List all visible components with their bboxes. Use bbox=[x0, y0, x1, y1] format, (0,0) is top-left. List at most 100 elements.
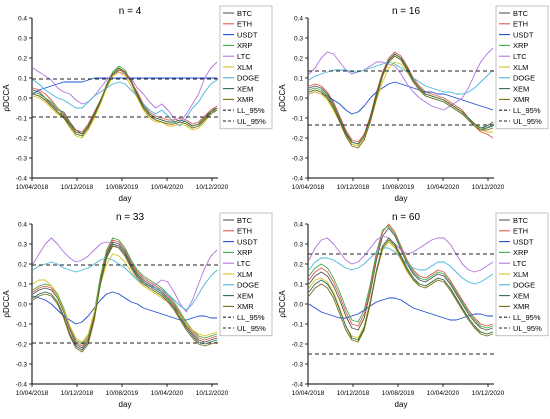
series-line-usdt bbox=[308, 297, 493, 321]
series-line-usdt bbox=[32, 77, 217, 95]
legend-label-xem: XEM bbox=[237, 84, 253, 93]
series-line-xem bbox=[32, 243, 218, 351]
legend-label-usdt: USDT bbox=[237, 237, 258, 246]
y-tick-label: 0.0 bbox=[294, 302, 303, 309]
y-tick-label: -0.1 bbox=[292, 116, 304, 123]
chart-title: n = 60 bbox=[392, 212, 421, 223]
y-tick-label: 0.2 bbox=[294, 56, 303, 63]
y-tick-label: -0.2 bbox=[16, 136, 28, 143]
legend-label-ll_95: LL_95% bbox=[237, 313, 265, 322]
legend-label-ll_95: LL_95% bbox=[513, 106, 541, 115]
legend-label-xmr: XMR bbox=[513, 95, 530, 104]
y-tick-label: 0.0 bbox=[18, 302, 27, 309]
legend-label-xrp: XRP bbox=[237, 41, 252, 50]
x-tick-label: 10/04/2020 bbox=[427, 184, 460, 191]
y-axis-label: ρDCCA bbox=[2, 84, 11, 112]
y-tick-label: -0.2 bbox=[16, 342, 28, 349]
x-tick-label: 10/04/2018 bbox=[16, 184, 49, 191]
x-tick-label: 10/04/2018 bbox=[16, 390, 49, 397]
y-axis-label: ρDCCA bbox=[2, 290, 11, 318]
series-line-xrp bbox=[308, 225, 494, 329]
y-tick-label: 0.1 bbox=[294, 76, 303, 83]
y-tick-label: 0.2 bbox=[294, 262, 303, 269]
legend-label-xlm: XLM bbox=[513, 63, 528, 72]
series-line-xmr bbox=[308, 239, 494, 343]
y-axis-label: ρDCCA bbox=[278, 84, 287, 112]
y-tick-label: -0.1 bbox=[16, 116, 28, 123]
series-line-usdt bbox=[308, 81, 494, 115]
y-tick-label: 0.4 bbox=[18, 16, 27, 23]
y-tick-label: 0.3 bbox=[294, 36, 303, 43]
legend-label-usdt: USDT bbox=[513, 237, 534, 246]
y-tick-label: -0.3 bbox=[16, 156, 28, 163]
series-line-xem bbox=[308, 53, 494, 145]
y-tick-label: -0.4 bbox=[292, 382, 304, 389]
chart-title: n = 33 bbox=[116, 212, 145, 223]
series-line-ltc bbox=[308, 235, 494, 273]
series-line-doge bbox=[32, 257, 218, 311]
x-tick-label: 10/12/2020 bbox=[472, 390, 505, 397]
y-axis-label: ρDCCA bbox=[278, 290, 287, 318]
y-tick-label: -0.3 bbox=[16, 362, 28, 369]
x-tick-label: 10/04/2020 bbox=[427, 390, 460, 397]
x-tick-label: 10/12/2018 bbox=[61, 390, 94, 397]
legend-label-usdt: USDT bbox=[237, 30, 258, 39]
legend-label-eth: ETH bbox=[513, 227, 528, 236]
x-tick-label: 10/08/2019 bbox=[382, 390, 415, 397]
legend-label-btc: BTC bbox=[237, 216, 253, 225]
x-tick-label: 10/12/2020 bbox=[472, 184, 505, 191]
legend-label-ul_95: UL_95% bbox=[513, 117, 542, 126]
y-tick-label: 0.3 bbox=[294, 242, 303, 249]
legend-label-ul_95: UL_95% bbox=[513, 324, 542, 333]
legend-label-doge: DOGE bbox=[237, 281, 259, 290]
series-line-xmr bbox=[32, 245, 218, 353]
legend-label-eth: ETH bbox=[513, 20, 528, 29]
y-tick-label: 0.1 bbox=[294, 282, 303, 289]
x-tick-label: 10/04/2020 bbox=[151, 184, 184, 191]
legend-label-xmr: XMR bbox=[237, 302, 254, 311]
legend-label-ltc: LTC bbox=[513, 259, 527, 268]
series-line-doge bbox=[308, 61, 494, 95]
y-tick-label: 0.0 bbox=[18, 96, 27, 103]
chart-panel-1: n = 4 -0.4 -0.3 -0.2 -0.1 0.0 0.1 0.2 0.3 0.4 ρDCC… bbox=[2, 5, 273, 203]
x-tick-label: 10/12/2018 bbox=[337, 390, 370, 397]
x-tick-label: 10/08/2019 bbox=[382, 184, 415, 191]
x-tick-label: 10/08/2019 bbox=[106, 390, 139, 397]
series-line-eth bbox=[308, 51, 494, 143]
legend-label-xmr: XMR bbox=[513, 302, 530, 311]
legend-label-eth: ETH bbox=[237, 227, 252, 236]
x-axis-label: day bbox=[395, 194, 408, 203]
series-line-btc bbox=[32, 241, 218, 349]
legend-label-xmr: XMR bbox=[237, 95, 254, 104]
legend-label-btc: BTC bbox=[513, 9, 529, 18]
chart-panel-4: n = 60 -0.4 -0.3 -0.2 -0.1 0.0 0.1 0.2 0.3 0.4 ρDC… bbox=[278, 212, 549, 409]
series-line-eth bbox=[308, 223, 494, 327]
legend-label-xem: XEM bbox=[237, 291, 253, 300]
legend-label-xlm: XLM bbox=[237, 63, 252, 72]
y-tick-label: -0.3 bbox=[292, 156, 304, 163]
y-tick-label: 0.4 bbox=[18, 222, 27, 229]
series-line-xmr bbox=[308, 55, 494, 149]
legend-label-ltc: LTC bbox=[237, 52, 251, 61]
y-tick-label: -0.2 bbox=[292, 136, 304, 143]
x-tick-label: 10/04/2018 bbox=[292, 184, 325, 191]
x-tick-label: 10/08/2019 bbox=[106, 184, 139, 191]
x-tick-label: 10/04/2018 bbox=[292, 390, 325, 397]
y-tick-label: 0.0 bbox=[294, 96, 303, 103]
x-tick-label: 10/12/2018 bbox=[337, 184, 370, 191]
legend-label-xrp: XRP bbox=[513, 248, 528, 257]
x-tick-label: 10/12/2020 bbox=[196, 184, 229, 191]
series-line-xrp bbox=[32, 237, 218, 345]
y-tick-label: -0.1 bbox=[16, 322, 28, 329]
x-tick-label: 10/12/2020 bbox=[196, 390, 229, 397]
x-tick-label: 10/12/2018 bbox=[61, 184, 94, 191]
legend-label-ul_95: UL_95% bbox=[237, 117, 266, 126]
legend-label-doge: DOGE bbox=[513, 74, 535, 83]
legend-label-btc: BTC bbox=[513, 216, 529, 225]
legend-label-btc: BTC bbox=[237, 9, 253, 18]
y-tick-label: -0.2 bbox=[292, 342, 304, 349]
series-line-ltc bbox=[32, 61, 218, 123]
legend-label-ll_95: LL_95% bbox=[513, 313, 541, 322]
